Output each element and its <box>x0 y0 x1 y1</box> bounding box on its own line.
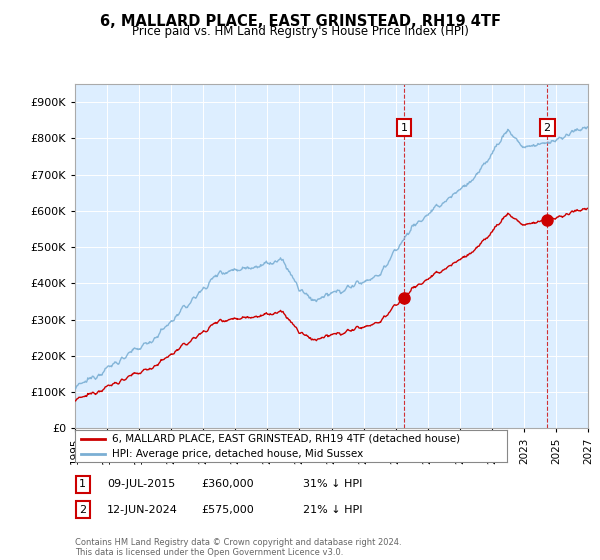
Text: 31% ↓ HPI: 31% ↓ HPI <box>303 479 362 489</box>
Text: 1: 1 <box>400 123 407 133</box>
Text: 21% ↓ HPI: 21% ↓ HPI <box>303 505 362 515</box>
Text: 1: 1 <box>79 479 86 489</box>
Text: 2: 2 <box>79 505 86 515</box>
Text: £575,000: £575,000 <box>201 505 254 515</box>
Text: 2: 2 <box>544 123 551 133</box>
Text: 09-JUL-2015: 09-JUL-2015 <box>107 479 175 489</box>
Text: 6, MALLARD PLACE, EAST GRINSTEAD, RH19 4TF: 6, MALLARD PLACE, EAST GRINSTEAD, RH19 4… <box>100 14 500 29</box>
Text: 12-JUN-2024: 12-JUN-2024 <box>107 505 178 515</box>
Text: Price paid vs. HM Land Registry's House Price Index (HPI): Price paid vs. HM Land Registry's House … <box>131 25 469 38</box>
Text: Contains HM Land Registry data © Crown copyright and database right 2024.
This d: Contains HM Land Registry data © Crown c… <box>75 538 401 557</box>
Text: HPI: Average price, detached house, Mid Sussex: HPI: Average price, detached house, Mid … <box>112 449 363 459</box>
Text: 6, MALLARD PLACE, EAST GRINSTEAD, RH19 4TF (detached house): 6, MALLARD PLACE, EAST GRINSTEAD, RH19 4… <box>112 433 460 444</box>
Text: £360,000: £360,000 <box>201 479 254 489</box>
